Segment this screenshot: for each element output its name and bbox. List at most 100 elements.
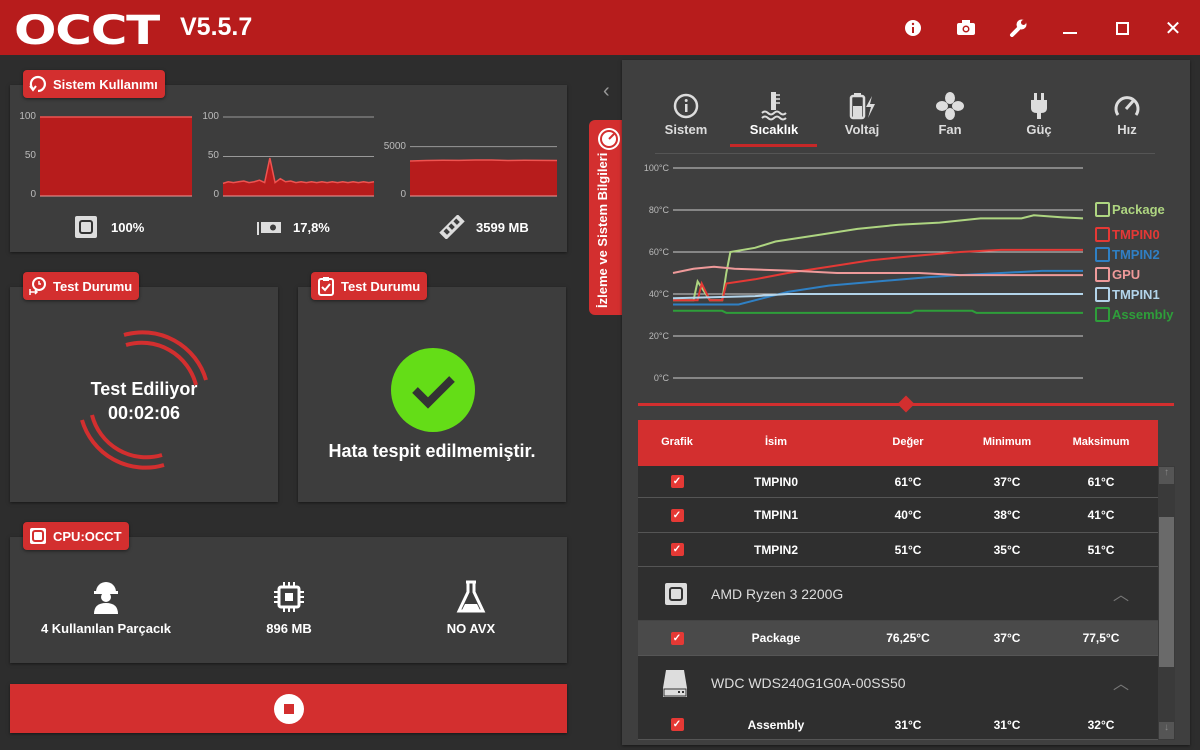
tab-sıcaklık[interactable]: Sıcaklık	[730, 90, 818, 137]
sensor-value: 51°C	[894, 542, 922, 557]
scroll-up-arrow-icon[interactable]: ↑	[1159, 467, 1174, 484]
tick: 50	[24, 150, 36, 161]
table-row[interactable]: ✓ TMPIN1 40°C 38°C 41°C	[638, 498, 1158, 533]
y-tick-label: 0°C	[654, 373, 670, 383]
legend-package[interactable]: Package	[1095, 201, 1165, 218]
legend-gpu[interactable]: GPU	[1095, 266, 1140, 283]
chevron-up-icon[interactable]: ︿	[1113, 587, 1130, 604]
side-tab-label: İzleme ve Sistem Bilgileri	[595, 152, 610, 308]
gpu-icon	[257, 221, 281, 240]
system-usage-title: Sistem Kullanımı	[53, 76, 158, 92]
tick: 0	[30, 189, 36, 200]
info-icon	[642, 90, 730, 122]
ram-usage-line	[409, 159, 558, 162]
tick: 0	[400, 189, 406, 200]
tab-label: Hız	[1117, 122, 1137, 137]
collapse-panel-button[interactable]: ‹	[603, 80, 610, 102]
tab-hız[interactable]: Hız	[1083, 90, 1171, 137]
battery-icon	[818, 90, 906, 122]
graph-checkbox[interactable]: ✓	[670, 631, 684, 645]
legend-label: GPU	[1112, 267, 1141, 282]
table-row[interactable]: ✓ Assembly 31°C 31°C 32°C	[638, 710, 1158, 740]
legend-tmpin1[interactable]: TMPIN1	[1095, 286, 1160, 303]
chevron-up-icon[interactable]: ︿	[1113, 676, 1130, 693]
group-row-disk[interactable]: WDC WDS240G1G0A-00SS50 ︿	[638, 656, 1158, 710]
minimize-button[interactable]	[1056, 14, 1084, 42]
legend-label: TMPIN1	[1112, 287, 1160, 302]
cpu-icon	[75, 216, 97, 238]
sensor-value: 76,25°C	[886, 631, 930, 645]
tick: 100	[202, 111, 219, 122]
tab-voltaj[interactable]: Voltaj	[818, 90, 906, 137]
gpu-usage-value: 17,8%	[293, 220, 330, 235]
close-button[interactable]: ✕	[1164, 17, 1182, 40]
cpu-icon	[30, 528, 46, 544]
ram-usage-value: 3599 MB	[476, 220, 529, 235]
col-isim[interactable]: İsim	[764, 436, 787, 448]
gauge-icon	[598, 128, 620, 150]
table-row[interactable]: ✓ TMPIN0 61°C 37°C 61°C	[638, 466, 1158, 498]
active-tab-indicator	[730, 144, 817, 147]
series-tmpin2	[673, 269, 1083, 306]
clipboard-check-icon	[318, 277, 334, 296]
speedometer-icon	[1083, 90, 1171, 122]
sensor-value: 40°C	[894, 508, 922, 522]
graph-checkbox[interactable]: ✓	[670, 543, 684, 556]
stop-test-button[interactable]	[10, 684, 567, 733]
legend-label: Assembly	[1112, 307, 1174, 322]
legend-assembly[interactable]: Assembly	[1095, 306, 1173, 323]
sensor-min: 37°C	[993, 631, 1021, 645]
graph-checkbox[interactable]: ✓	[670, 718, 684, 731]
legend-tmpin0[interactable]: TMPIN0	[1095, 226, 1160, 243]
table-row[interactable]: ✓ TMPIN2 51°C 35°C 51°C	[638, 533, 1158, 567]
col-minimum[interactable]: Minimum	[982, 436, 1032, 448]
tab-label: Fan	[938, 122, 962, 137]
sensor-max: 51°C	[1087, 542, 1115, 557]
series-tmpin0	[673, 248, 1083, 302]
series-tmpin1	[672, 293, 1083, 300]
table-row[interactable]: ✓ Package 76,25°C 37°C 77,5°C	[638, 621, 1158, 656]
series-assembly	[673, 309, 1083, 314]
check-circle-icon	[391, 348, 475, 432]
group-name: AMD Ryzen 3 2200G	[711, 586, 844, 602]
tab-fan[interactable]: Fan	[906, 90, 994, 137]
sensor-max: 61°C	[1087, 474, 1115, 489]
group-row-cpu[interactable]: AMD Ryzen 3 2200G ︿	[638, 567, 1158, 621]
graph-checkbox[interactable]: ✓	[670, 475, 684, 488]
test-result-message: Hata tespit edilmemiştir.	[328, 441, 536, 461]
sensor-max: 41°C	[1087, 508, 1115, 522]
info-icon[interactable]	[899, 14, 927, 42]
disk-icon	[663, 670, 687, 697]
sensor-min: 35°C	[993, 542, 1021, 557]
legend-swatch-icon	[1095, 287, 1110, 302]
camera-icon[interactable]	[952, 14, 980, 42]
col-grafik[interactable]: Grafik	[661, 436, 693, 448]
graph-checkbox[interactable]: ✓	[670, 508, 684, 522]
col-deger[interactable]: Değer	[892, 436, 924, 448]
tick: 50	[207, 150, 219, 161]
chip-icon	[274, 582, 304, 612]
scroll-down-arrow-icon[interactable]: ↓	[1159, 722, 1174, 739]
memory-label: 896 MB	[266, 621, 312, 636]
tab-güç[interactable]: Güç	[995, 90, 1083, 137]
cpu-occt-title: CPU:OCCT	[53, 528, 122, 544]
col-maksimum[interactable]: Maksimum	[1072, 436, 1130, 448]
tab-label: Sıcaklık	[749, 122, 799, 137]
legend-tmpin2[interactable]: TMPIN2	[1095, 246, 1160, 263]
sensor-name: Assembly	[747, 717, 805, 732]
y-tick-label: 40°C	[649, 289, 670, 299]
sensor-name: TMPIN0	[753, 474, 798, 489]
ram-usage-area	[410, 159, 557, 196]
fan-icon	[906, 90, 994, 122]
series-package	[673, 214, 1084, 302]
scrollbar-thumb[interactable]	[1159, 517, 1174, 667]
tab-sistem[interactable]: Sistem	[642, 90, 730, 137]
maximize-button[interactable]	[1108, 14, 1136, 42]
table-header: Grafik İsim Değer Minimum Maksimum	[638, 420, 1158, 466]
sensor-max: 32°C	[1087, 717, 1115, 732]
test-result-badge: Test Durumu	[311, 272, 428, 300]
title-bar	[0, 0, 1200, 55]
spinner-icon	[80, 330, 208, 470]
wrench-icon[interactable]	[1004, 14, 1032, 42]
system-usage-badge: Sistem Kullanımı	[23, 70, 165, 98]
